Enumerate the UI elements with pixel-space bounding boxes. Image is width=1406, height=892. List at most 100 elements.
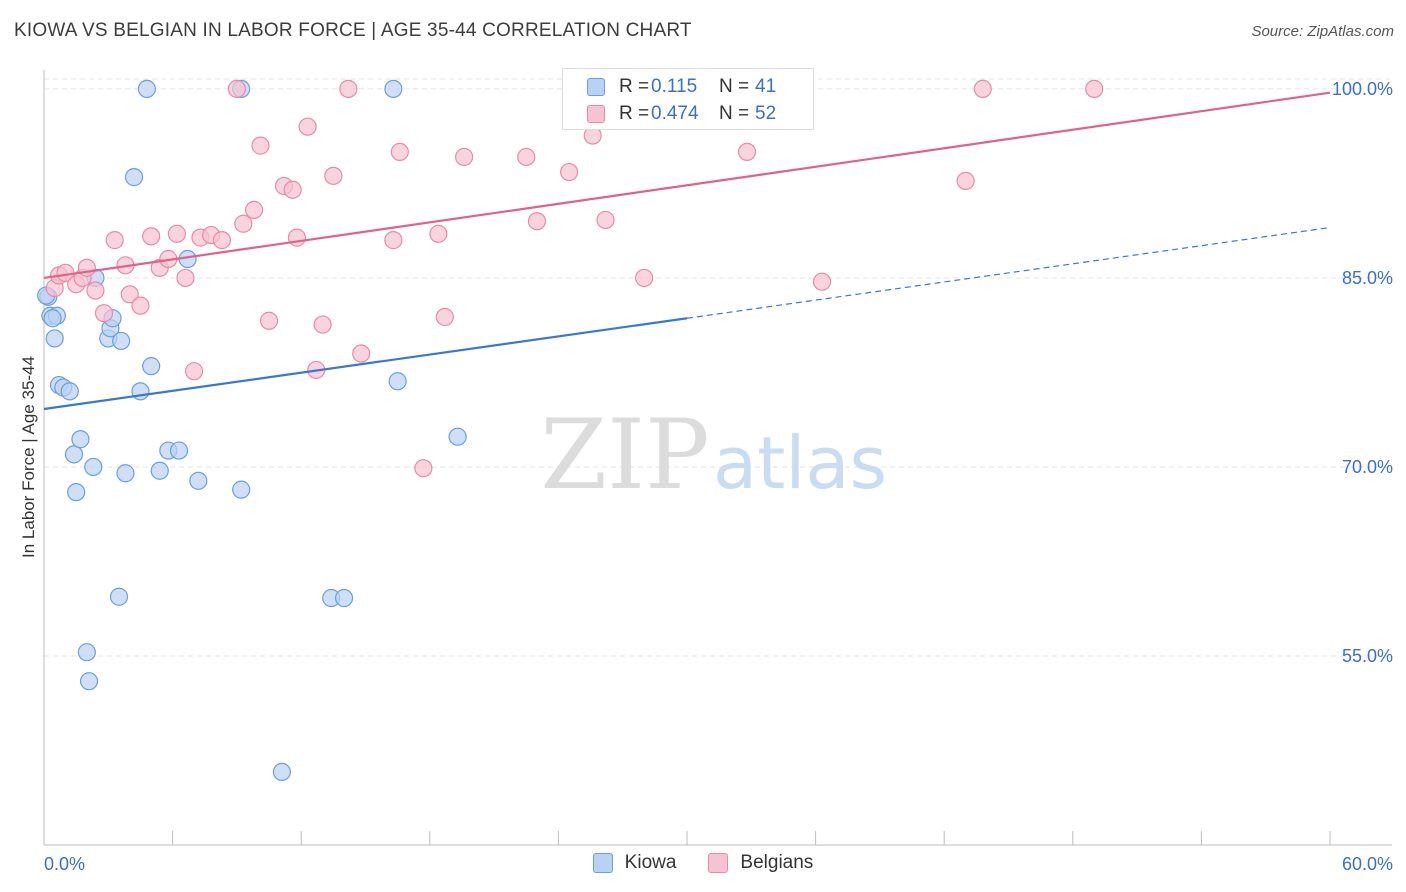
- point-kiowa: [384, 79, 403, 99]
- point-kiowa: [45, 329, 64, 348]
- tick-labels: 55.0% 70.0% 85.0% 100.0% 0.0% 60.0%: [44, 79, 1393, 874]
- legend-r-label: R =: [619, 103, 650, 124]
- watermark: ZIP atlas: [540, 399, 887, 511]
- point-belgians: [234, 214, 253, 233]
- series-name-belgians: Belgians: [740, 852, 814, 873]
- point-belgians: [244, 200, 264, 219]
- point-belgians: [352, 344, 371, 363]
- point-kiowa: [169, 441, 189, 460]
- point-belgians: [105, 231, 124, 250]
- point-kiowa: [64, 445, 84, 464]
- point-belgians: [384, 231, 403, 250]
- legend-n-label: N =: [719, 103, 750, 124]
- point-belgians: [251, 136, 270, 155]
- point-kiowa: [116, 464, 135, 483]
- point-belgians: [956, 171, 975, 190]
- series-swatch-kiowa: [592, 853, 613, 873]
- legend-swatch-kiowa: [587, 78, 605, 96]
- point-kiowa: [137, 79, 156, 99]
- legend-r-value-kiowa: 0.115: [651, 76, 698, 97]
- source-label: Source: ZipAtlas.com: [1251, 23, 1394, 40]
- point-belgians: [287, 228, 307, 247]
- legend-swatch-belgians: [587, 105, 605, 123]
- point-belgians: [973, 79, 992, 99]
- point-kiowa: [142, 357, 161, 376]
- legend-r-label: R =: [619, 76, 650, 97]
- chart-title: KIOWA VS BELGIAN IN LABOR FORCE | AGE 35…: [14, 20, 692, 41]
- y-tick-label: 100.0%: [1332, 79, 1393, 99]
- y-tick-label: 85.0%: [1342, 268, 1393, 288]
- trend-line-kiowa: [43, 317, 688, 411]
- data-points: [37, 79, 1104, 782]
- point-belgians: [517, 147, 536, 167]
- point-belgians: [560, 162, 579, 182]
- point-belgians: [77, 258, 96, 277]
- point-belgians: [212, 231, 231, 250]
- point-kiowa: [79, 672, 99, 691]
- point-belgians: [227, 79, 246, 99]
- point-belgians: [259, 311, 279, 330]
- point-belgians: [737, 142, 757, 162]
- y-axis-label: In Labor Force | Age 35-44: [19, 356, 38, 558]
- grid-lines: [44, 78, 1392, 657]
- point-kiowa: [272, 762, 292, 782]
- point-belgians: [167, 224, 186, 243]
- point-belgians: [339, 79, 358, 99]
- series-legend-kiowa[interactable]: Kiowa: [592, 852, 677, 874]
- correlation-legend: R = 0.115 N = 41 R = 0.474 N = 52: [562, 68, 814, 130]
- trend-lines: [43, 91, 1331, 411]
- point-kiowa: [109, 587, 129, 606]
- series-name-kiowa: Kiowa: [624, 852, 677, 873]
- point-belgians: [390, 142, 409, 162]
- point-belgians: [176, 268, 195, 288]
- point-belgians: [283, 180, 302, 199]
- point-kiowa: [388, 372, 407, 391]
- point-belgians: [298, 117, 317, 136]
- trend-line-belgians: [43, 91, 1331, 280]
- point-kiowa: [232, 480, 251, 499]
- point-kiowa: [189, 471, 208, 490]
- point-belgians: [131, 296, 150, 315]
- point-belgians: [142, 227, 161, 246]
- x-tick-label: 0.0%: [44, 854, 85, 874]
- legend-n-label: N =: [719, 76, 750, 97]
- point-belgians: [635, 268, 654, 288]
- point-belgians: [86, 281, 105, 300]
- point-kiowa: [124, 168, 144, 187]
- point-belgians: [1085, 79, 1104, 99]
- point-kiowa: [112, 331, 131, 351]
- series-legend: Kiowa Belgians: [0, 852, 1406, 874]
- legend-row-kiowa: R = 0.115 N = 41: [587, 75, 776, 99]
- trend-extension-kiowa: [686, 226, 1331, 319]
- point-belgians: [812, 272, 832, 291]
- series-swatch-belgians: [708, 853, 729, 873]
- point-belgians: [414, 459, 433, 478]
- point-kiowa: [71, 430, 90, 449]
- legend-n-value-kiowa: 41: [755, 76, 777, 97]
- y-tick-label: 55.0%: [1342, 646, 1393, 666]
- point-belgians: [313, 315, 332, 334]
- point-kiowa: [67, 483, 86, 502]
- y-tick-label: 70.0%: [1342, 457, 1393, 477]
- point-kiowa: [60, 382, 79, 401]
- point-belgians: [435, 307, 454, 327]
- watermark-atlas: atlas: [713, 421, 887, 505]
- point-kiowa: [448, 427, 467, 446]
- legend-row-belgians: R = 0.474 N = 52: [587, 102, 776, 126]
- point-kiowa: [150, 461, 169, 480]
- point-belgians: [120, 285, 139, 304]
- point-belgians: [596, 210, 615, 230]
- point-belgians: [94, 304, 114, 323]
- axes: [43, 70, 1392, 846]
- point-kiowa: [43, 309, 62, 328]
- legend-n-value-belgians: 52: [755, 103, 777, 124]
- watermark-zip: ZIP: [540, 399, 709, 511]
- point-belgians: [429, 224, 448, 243]
- point-belgians: [184, 362, 204, 381]
- point-kiowa: [334, 588, 354, 608]
- point-belgians: [527, 212, 547, 231]
- x-tick-label: 60.0%: [1342, 854, 1393, 874]
- point-belgians: [324, 166, 343, 185]
- series-legend-belgians[interactable]: Belgians: [708, 852, 813, 874]
